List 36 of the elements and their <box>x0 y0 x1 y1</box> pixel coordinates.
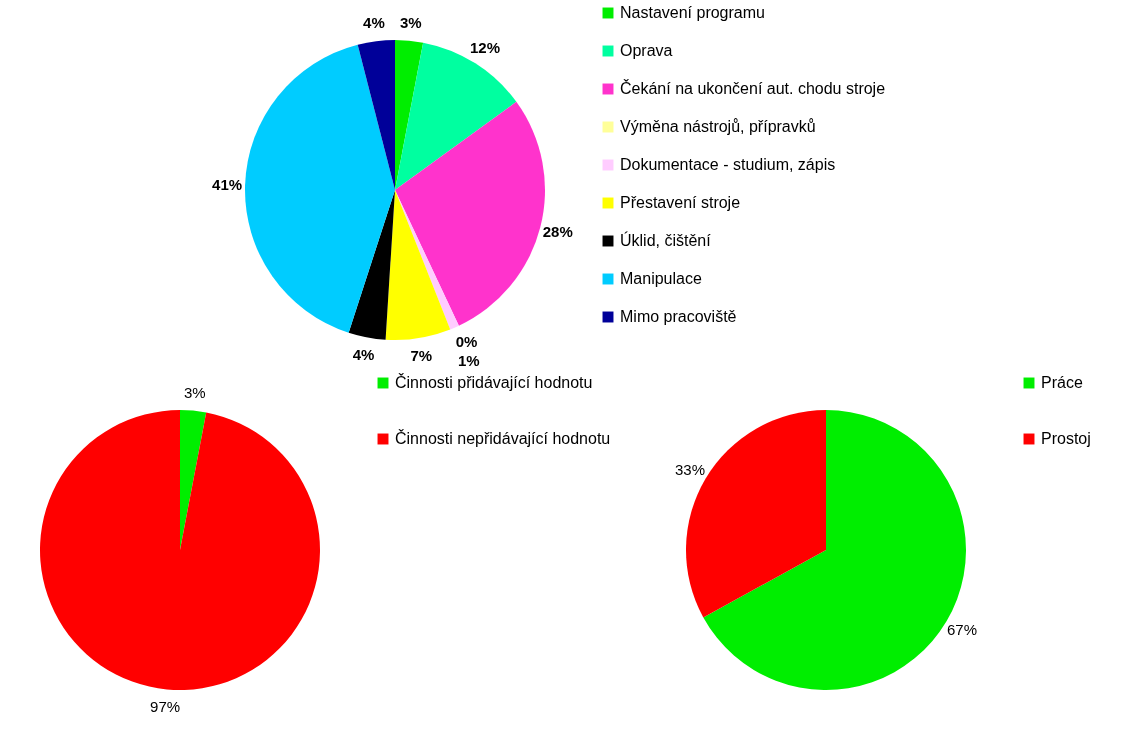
pie-slice <box>385 190 451 340</box>
data-label: 3% <box>184 383 206 401</box>
legend-label: Čekání na ukončení aut. chodu stroje <box>620 79 886 97</box>
pie-slice <box>40 410 320 690</box>
data-label: 41% <box>212 175 243 193</box>
pie-slice <box>348 190 395 340</box>
data-label: 97% <box>150 698 181 716</box>
legend-label: Přestavení stroje <box>620 194 741 211</box>
data-label: 12% <box>470 39 501 57</box>
pie-slice <box>395 101 545 326</box>
legend-label: Činnosti nepřidávající hodnotu <box>395 429 611 447</box>
data-label: 3% <box>399 13 422 31</box>
data-label: 4% <box>352 346 375 364</box>
legend-label: Dokumentace - studium, zápis <box>620 156 836 173</box>
pie-slice <box>395 190 459 330</box>
data-label: 28% <box>542 222 573 240</box>
legend-label: Mimo pracoviště <box>620 308 737 325</box>
legend-label: Úklid, čištění <box>620 231 712 249</box>
pie-slice <box>180 410 207 550</box>
data-label: 33% <box>674 460 706 478</box>
legend-label: Oprava <box>620 42 673 59</box>
pie-slice <box>395 42 517 190</box>
data-label: 4% <box>363 14 385 32</box>
legend-label: Činnosti přidávající hodnotu <box>395 373 593 391</box>
legend-label: Prostoj <box>1041 430 1091 447</box>
data-label: 67% <box>946 621 978 639</box>
legend-label: Manipulace <box>620 270 702 287</box>
data-label: 1% <box>458 351 480 369</box>
pie-slice <box>245 44 395 333</box>
legend-label: Nastavení programu <box>620 4 765 21</box>
text: 0% <box>455 333 478 351</box>
legend-label: Práce <box>1041 374 1083 391</box>
legend-label: Výměna nástrojů, přípravků <box>620 118 816 135</box>
pie-slice <box>357 40 395 190</box>
data-label: 7% <box>410 346 433 364</box>
pie-slice <box>395 40 424 190</box>
